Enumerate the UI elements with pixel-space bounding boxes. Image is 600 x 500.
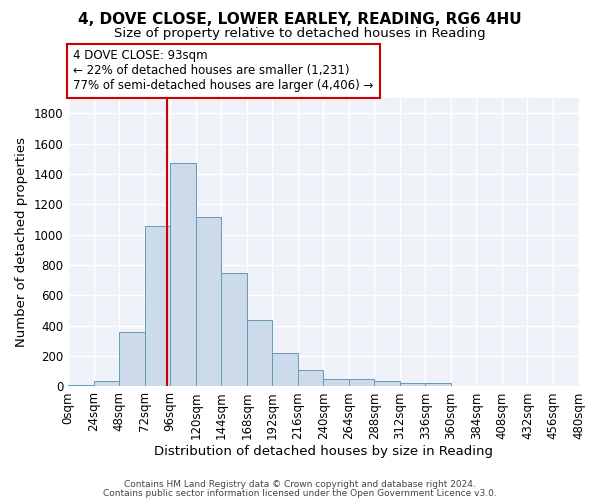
Text: Size of property relative to detached houses in Reading: Size of property relative to detached ho… xyxy=(114,28,486,40)
Bar xyxy=(170,164,196,386)
Bar xyxy=(400,382,425,386)
Bar xyxy=(272,353,298,386)
Bar xyxy=(68,385,94,386)
Bar xyxy=(298,370,323,386)
Bar xyxy=(349,379,374,386)
Text: Contains HM Land Registry data © Crown copyright and database right 2024.: Contains HM Land Registry data © Crown c… xyxy=(124,480,476,489)
Text: 4, DOVE CLOSE, LOWER EARLEY, READING, RG6 4HU: 4, DOVE CLOSE, LOWER EARLEY, READING, RG… xyxy=(78,12,522,28)
Bar xyxy=(323,379,349,386)
Bar xyxy=(425,384,451,386)
Text: 4 DOVE CLOSE: 93sqm
← 22% of detached houses are smaller (1,231)
77% of semi-det: 4 DOVE CLOSE: 93sqm ← 22% of detached ho… xyxy=(73,50,374,92)
Bar xyxy=(145,226,170,386)
Text: Contains public sector information licensed under the Open Government Licence v3: Contains public sector information licen… xyxy=(103,488,497,498)
Bar xyxy=(119,332,145,386)
Bar xyxy=(247,320,272,386)
Bar xyxy=(374,381,400,386)
Bar xyxy=(196,218,221,386)
Y-axis label: Number of detached properties: Number of detached properties xyxy=(15,138,28,348)
X-axis label: Distribution of detached houses by size in Reading: Distribution of detached houses by size … xyxy=(154,444,493,458)
Bar xyxy=(94,381,119,386)
Bar xyxy=(221,272,247,386)
